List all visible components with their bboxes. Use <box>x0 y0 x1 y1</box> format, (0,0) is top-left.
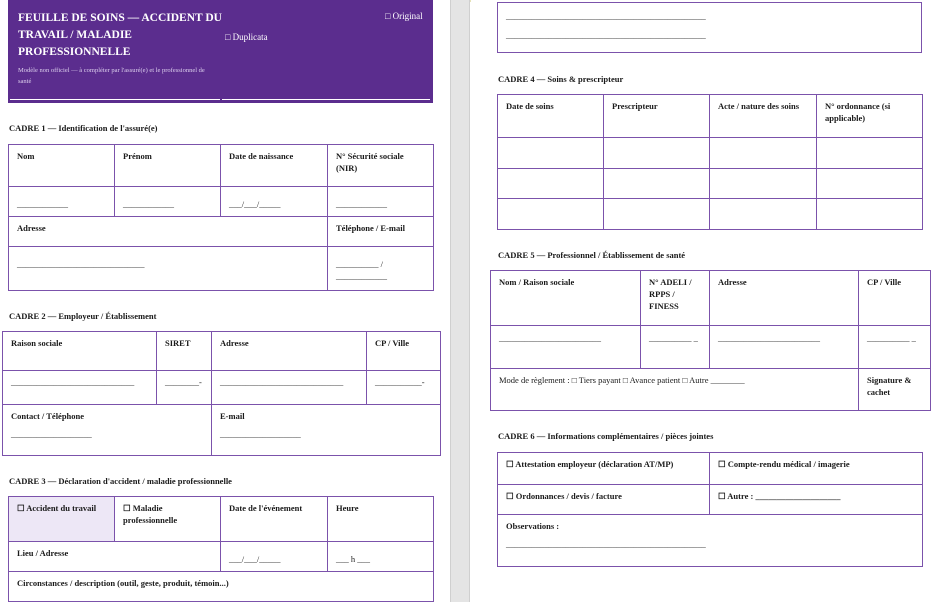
attestation-checkbox[interactable]: ☐ Attestation employeur (déclaration AT/… <box>497 452 710 485</box>
circonstances-field[interactable]: ________________________________________… <box>497 2 922 53</box>
date-evenement-field[interactable]: ___/___/_____ <box>220 541 328 572</box>
soins-cell[interactable] <box>497 198 604 230</box>
prenom-field[interactable]: ____________ <box>114 186 221 217</box>
cadre4-label: CADRE 4 — Soins & prescripteur <box>498 74 624 84</box>
signature-cachet: Signature & cachet <box>858 368 931 411</box>
compte-rendu-checkbox[interactable]: ☐ Compte-rendu médical / imagerie <box>709 452 923 485</box>
header-telephone: Téléphone / E-mail <box>327 216 434 247</box>
soins-cell[interactable] <box>816 198 923 230</box>
header-prenom: Prénom <box>114 144 221 187</box>
form-subtitle: Modèle non officiel — à compléter par l'… <box>18 67 205 85</box>
header-adresse: Adresse <box>8 216 328 247</box>
nir-field[interactable]: ____________ <box>327 186 434 217</box>
cadre6-label: CADRE 6 — Informations complémentaires /… <box>498 431 714 441</box>
soins-cell[interactable] <box>816 137 923 169</box>
header-cp-ville: CP / Ville <box>366 331 441 371</box>
cadre3-table: ☐ Accident du travail ☐ Maladie professi… <box>8 496 434 602</box>
page-1: FEUILLE DE SOINS — ACCIDENT DU TRAVAIL /… <box>0 0 450 602</box>
header-nom-raison-sociale: Nom / Raison sociale <box>490 270 641 326</box>
adresse-field[interactable]: ______________________________ <box>8 246 328 291</box>
header-date-naissance: Date de naissance <box>220 144 328 187</box>
soins-cell[interactable] <box>603 137 710 169</box>
contact-field[interactable]: ___________________ <box>11 429 92 439</box>
soins-cell[interactable] <box>709 198 817 230</box>
header-cp-ville: CP / Ville <box>858 270 931 326</box>
soins-cell[interactable] <box>709 137 817 169</box>
date-naissance-field[interactable]: ___/___/_____ <box>220 186 328 217</box>
header-adresse: Adresse <box>709 270 859 326</box>
ordonnances-checkbox[interactable]: ☐ Ordonnances / devis / facture <box>497 484 710 515</box>
soins-cell[interactable] <box>816 168 923 199</box>
header-adresse: Adresse <box>211 331 367 371</box>
header-adeli: N° ADELI / RPPS / FINESS <box>640 270 710 326</box>
cp-ville-field[interactable]: ___________- <box>366 370 441 405</box>
observations-label: Observations : <box>506 521 560 531</box>
contact-label: Contact / Téléphone <box>11 411 85 421</box>
page-2: ________________________ ________________… <box>471 0 932 602</box>
adeli-field[interactable]: __________ _ <box>640 325 710 369</box>
header-raison-sociale: Raison sociale <box>2 331 157 371</box>
cadre1-table: Nom Prénom Date de naissance N° Sécurité… <box>8 144 434 291</box>
heure-field[interactable]: ___ h ___ <box>327 541 434 572</box>
blank-line: ________________________________________… <box>506 30 706 40</box>
email-label: E-mail <box>220 411 245 421</box>
cadre4-table: Date de soins Prescripteur Acte / nature… <box>497 94 923 230</box>
adresse-field[interactable]: _____________________________ <box>211 370 367 405</box>
header-prescripteur: Prescripteur <box>603 94 710 138</box>
header-nom: Nom <box>8 144 115 187</box>
observations-field[interactable]: ________________________________________… <box>506 539 706 549</box>
duplicata-checkbox[interactable]: □ Duplicata <box>225 32 268 42</box>
header-nir: N° Sécurité sociale (NIR) <box>327 144 434 187</box>
nom-field[interactable]: ________________________ <box>490 325 641 369</box>
accident-travail-checkbox[interactable]: ☐ Accident du travail <box>8 496 115 542</box>
cadre3-label: CADRE 3 — Déclaration d'accident / malad… <box>9 476 232 486</box>
email-cell[interactable]: E-mail ___________________ <box>211 404 441 456</box>
siret-field[interactable]: ________- <box>156 370 212 405</box>
blank-line: ________________________________________… <box>506 11 706 21</box>
soins-cell[interactable] <box>497 137 604 169</box>
cp-ville-field[interactable]: __________ _ <box>858 325 931 369</box>
nom-field[interactable]: ____________ <box>8 186 115 217</box>
circonstances-label: Circonstances / description (outil, gest… <box>8 571 434 602</box>
soins-cell[interactable] <box>603 168 710 199</box>
raison-sociale-field[interactable]: _____________________________ <box>2 370 157 405</box>
header-heure: Heure <box>327 496 434 542</box>
cadre5-table: Nom / Raison sociale N° ADELI / RPPS / F… <box>490 270 931 411</box>
circonstances-continuation: ________________________________________… <box>497 2 922 53</box>
divider <box>222 99 430 100</box>
cadre1-label: CADRE 1 — Identification de l'assuré(e) <box>9 123 158 133</box>
cadre2-label: CADRE 2 — Employeur / Établissement <box>9 311 157 321</box>
contact-cell[interactable]: Contact / Téléphone ___________________ <box>2 404 212 456</box>
header-acte: Acte / nature des soins <box>709 94 817 138</box>
header-date-soins: Date de soins <box>497 94 604 138</box>
header-date-evenement: Date de l'événement <box>220 496 328 542</box>
cadre2-table: Raison sociale SIRET Adresse CP / Ville … <box>2 331 441 456</box>
lieu-adresse-label: Lieu / Adresse <box>8 541 221 572</box>
cadre6-table: ☐ Attestation employeur (déclaration AT/… <box>497 452 923 567</box>
header-ordonnance: N° ordonnance (si applicable) <box>816 94 923 138</box>
header-siret: SIRET <box>156 331 212 371</box>
soins-cell[interactable] <box>603 198 710 230</box>
form-header: FEUILLE DE SOINS — ACCIDENT DU TRAVAIL /… <box>8 0 433 103</box>
autre-checkbox[interactable]: ☐ Autre : ____________________ <box>709 484 923 515</box>
divider <box>10 99 220 100</box>
soins-cell[interactable] <box>709 168 817 199</box>
telephone-field[interactable]: __________ / ____________ <box>327 246 434 291</box>
page-gap <box>450 0 470 602</box>
form-title: FEUILLE DE SOINS — ACCIDENT DU TRAVAIL /… <box>18 12 222 58</box>
soins-cell[interactable] <box>497 168 604 199</box>
mode-reglement[interactable]: Mode de règlement : □ Tiers payant □ Ava… <box>490 368 859 411</box>
cadre5-label: CADRE 5 — Professionnel / Établissement … <box>498 250 686 260</box>
observations-cell[interactable]: Observations : __________________________… <box>497 514 923 567</box>
maladie-professionnelle-checkbox[interactable]: ☐ Maladie professionnelle <box>114 496 221 542</box>
original-checkbox[interactable]: □ Original <box>385 11 423 21</box>
email-field[interactable]: ___________________ <box>220 429 301 439</box>
adresse-field[interactable]: ________________________ <box>709 325 859 369</box>
